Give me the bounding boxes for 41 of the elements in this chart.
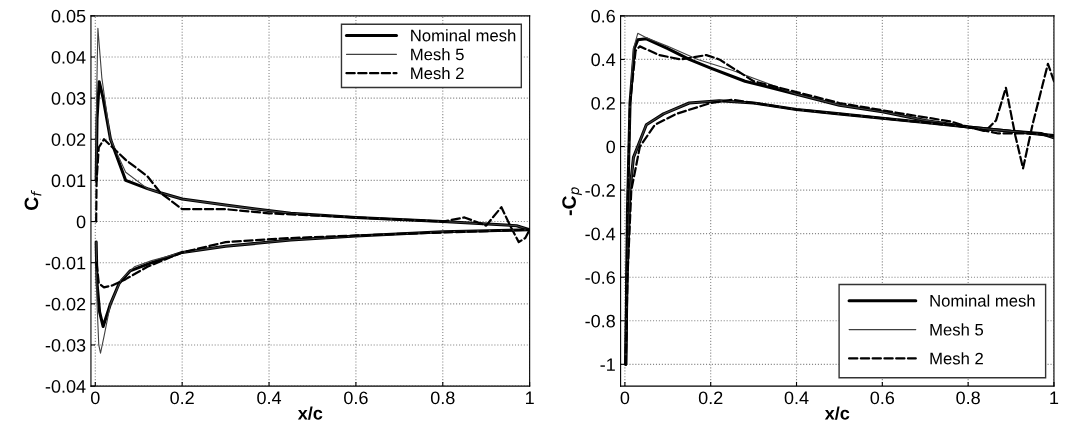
y-tick-label: 0.05 <box>51 9 86 23</box>
x-tick-label: 0.8 <box>956 391 980 405</box>
y-tick-label: 0.01 <box>51 174 86 188</box>
x-tick-label: 0.8 <box>430 391 455 405</box>
x-tick-label: 0 <box>620 391 630 405</box>
legend-label: Nominal mesh <box>411 29 516 42</box>
y-tick-label: 0.4 <box>591 53 616 67</box>
legend-label: Mesh 5 <box>930 323 984 336</box>
y-tick-label: 0.6 <box>591 9 615 23</box>
x-axis-title: x/c <box>297 406 323 420</box>
y-tick-label: -0.04 <box>45 380 86 393</box>
x-tick-label: 0.6 <box>870 391 895 405</box>
y-tick-label: -0.6 <box>585 271 615 284</box>
y-axis-title: C$_{f}$ <box>24 190 42 211</box>
y-tick-label: 0.02 <box>51 133 86 146</box>
y-tick-label: -0.2 <box>585 184 615 197</box>
x-tick-label: 0.4 <box>784 391 809 405</box>
y-axis-title: -C$_{p}$ <box>562 187 582 216</box>
x-tick-label: 0 <box>90 391 100 405</box>
y-tick-label: 0.2 <box>591 96 615 110</box>
legend-label: Mesh 2 <box>411 66 464 80</box>
y-tick-label: 0 <box>606 140 616 154</box>
legend-label: Nominal mesh <box>930 294 1035 307</box>
x-tick-label: 1 <box>526 391 534 405</box>
y-tick-label: 0.04 <box>51 50 86 64</box>
x-axis-title: x/c <box>824 406 850 420</box>
legend-label: Mesh 2 <box>930 352 983 365</box>
x-tick-label: 1 <box>1050 391 1059 405</box>
legend-label: Mesh 5 <box>411 48 464 61</box>
y-tick-label: -0.01 <box>45 256 86 270</box>
x-tick-label: 0.2 <box>170 391 194 405</box>
y-tick-label: -0.8 <box>585 314 615 328</box>
x-tick-label: 0.2 <box>698 391 723 405</box>
y-tick-label: 0 <box>76 215 86 229</box>
y-tick-label: -0.03 <box>45 338 86 352</box>
x-tick-label: 0.6 <box>344 391 368 405</box>
y-tick-label: 0.03 <box>51 92 86 105</box>
y-tick-label: -0.4 <box>585 227 616 241</box>
y-tick-label: -0.02 <box>45 297 86 311</box>
x-tick-label: 0.4 <box>257 391 282 405</box>
y-tick-label: -1 <box>600 358 615 371</box>
